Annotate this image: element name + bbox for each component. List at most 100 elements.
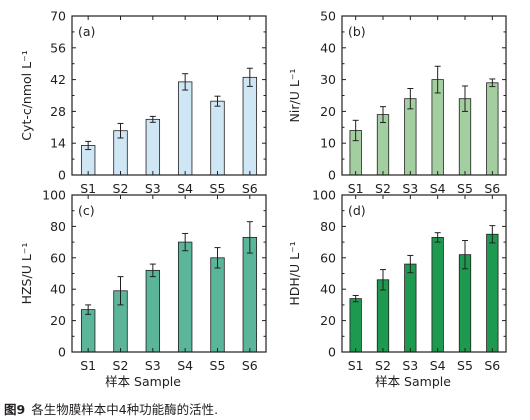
y-tick-label: 40 — [320, 40, 336, 55]
plot-frame — [341, 194, 507, 353]
figure-caption: 图9 各生物膜样本中4种功能酶的活性. — [4, 399, 524, 417]
error-bar-S3 — [407, 254, 414, 274]
y-tick-label: 40 — [320, 282, 336, 297]
bar-S4 — [177, 81, 193, 176]
error-bar-S5 — [462, 85, 468, 112]
error-bar-S6 — [489, 78, 496, 88]
y-tick-label: 14 — [50, 136, 66, 151]
error-bar-S3 — [407, 88, 414, 110]
error-bar-S2 — [380, 106, 386, 124]
chart-panel-2: S1 S2 S3 S4 S5 S6 0 10 20 30 40 50 (b) Nir/U L⁻¹ — [287, 9, 507, 196]
x-tick-label-S6: S6 — [484, 358, 500, 373]
panel-label: (c) — [78, 203, 95, 218]
error-bar-S4 — [434, 65, 441, 94]
y-tick-label: 60 — [320, 250, 336, 265]
error-bar-S5 — [214, 95, 221, 107]
error-bar-S1 — [85, 304, 92, 315]
y-tick-label: 0 — [58, 168, 66, 183]
bar-S3 — [404, 263, 417, 353]
error-bar-S2 — [117, 276, 124, 306]
x-tick-label-S5: S5 — [210, 358, 226, 373]
y-tick-label: 60 — [50, 250, 66, 265]
x-axis-title-right: 样本 Sample — [375, 374, 451, 389]
error-bar-S1 — [85, 140, 92, 151]
x-tick-label-S2: S2 — [113, 181, 129, 196]
plot-frame — [341, 15, 507, 176]
y-tick-label: 0 — [328, 168, 336, 183]
bar-S2 — [376, 114, 390, 176]
error-bar-S2 — [117, 122, 124, 139]
y-axis-label: Cyt-c/nmol L⁻¹ — [19, 50, 34, 140]
error-bar-S6 — [246, 67, 253, 87]
chart-panel-1: S1 S2 S3 S4 S5 S6 0 14 28 42 56 70 (a) Cyt-c/nmol L⁻¹ — [19, 9, 267, 196]
error-bar-S6 — [489, 225, 496, 244]
bar-S3 — [145, 269, 161, 353]
bar-S1 — [349, 298, 362, 353]
x-tick-label-S6: S6 — [484, 181, 500, 196]
x-tick-label-S6: S6 — [242, 358, 258, 373]
figure-number: 图9 — [4, 402, 26, 417]
x-tick-label-S1: S1 — [348, 358, 364, 373]
x-tick-label-S6: S6 — [242, 181, 258, 196]
y-tick-label: 70 — [50, 9, 66, 24]
y-tick-label: 40 — [50, 282, 66, 297]
bar-S5 — [210, 100, 225, 176]
panel-label: (d) — [348, 203, 366, 218]
x-tick-label-S5: S5 — [457, 358, 473, 373]
y-axis-label: HZS/U L⁻¹ — [19, 243, 34, 305]
y-tick-label: 100 — [312, 188, 336, 203]
x-tick-label-S4: S4 — [430, 181, 446, 196]
y-axis-label: HDH/U L⁻¹ — [287, 241, 302, 305]
bar-S6 — [242, 236, 258, 353]
y-tick-label: 80 — [50, 219, 66, 234]
x-tick-label-S3: S3 — [402, 358, 418, 373]
error-bar-S3 — [149, 263, 156, 278]
y-tick-label: 30 — [320, 72, 336, 87]
x-tick-label-S4: S4 — [177, 181, 193, 196]
y-tick-label: 42 — [50, 72, 66, 87]
bar-S4 — [177, 241, 193, 353]
y-tick-label: 28 — [50, 104, 66, 119]
x-tick-label-S4: S4 — [177, 358, 193, 373]
y-tick-label: 10 — [320, 136, 336, 151]
y-tick-label: 20 — [320, 313, 336, 328]
error-bar-S4 — [182, 232, 189, 252]
error-bar-S1 — [352, 119, 359, 142]
x-tick-label-S4: S4 — [430, 358, 446, 373]
error-bar-S6 — [246, 221, 253, 254]
error-bar-S2 — [380, 269, 386, 291]
y-tick-label: 0 — [328, 345, 336, 360]
figure: S1 S2 S3 S4 S5 S6 0 14 28 42 56 70 (a) Cyt-c/nmol L⁻¹… — [19, 9, 507, 389]
chart-panel-4: S1 S2 S3 S4 S5 S6 0 20 40 60 80 100 (d) HDH/U L⁻¹ — [287, 188, 507, 373]
x-tick-label-S1: S1 — [80, 358, 96, 373]
x-tick-label-S3: S3 — [145, 358, 161, 373]
y-tick-label: 50 — [320, 9, 336, 24]
x-axis-title: 样本 Sample — [105, 374, 181, 389]
x-tick-label-S5: S5 — [210, 181, 226, 196]
error-bar-S1 — [352, 294, 359, 303]
y-tick-label: 20 — [320, 104, 336, 119]
y-axis-label: Nir/U L⁻¹ — [287, 69, 302, 123]
error-bar-S4 — [434, 232, 441, 243]
x-tick-label-S3: S3 — [145, 181, 161, 196]
caption-text: 各生物膜样本中4种功能酶的活性. — [31, 402, 219, 417]
bar-S3 — [404, 98, 417, 176]
bar-S2 — [376, 279, 390, 353]
y-tick-label: 56 — [50, 40, 66, 55]
x-tick-label-S1: S1 — [80, 181, 96, 196]
panel-label: (a) — [78, 24, 95, 39]
bar-S1 — [80, 309, 96, 353]
bar-S5 — [210, 257, 225, 353]
error-bar-S5 — [462, 240, 468, 270]
bar-S4 — [431, 236, 444, 353]
y-tick-label: 0 — [58, 345, 66, 360]
x-tick-label-S1: S1 — [348, 181, 364, 196]
y-tick-label: 80 — [320, 219, 336, 234]
plot-frame — [71, 194, 267, 353]
x-tick-label-S5: S5 — [457, 181, 473, 196]
bar-S3 — [145, 118, 161, 176]
error-bar-S5 — [214, 247, 221, 269]
chart-panel-3: S1 S2 S3 S4 S5 S6 0 20 40 60 80 100 (c) HZS/U L⁻¹ — [19, 188, 267, 373]
bar-S6 — [486, 82, 499, 176]
bar-S6 — [242, 76, 258, 176]
